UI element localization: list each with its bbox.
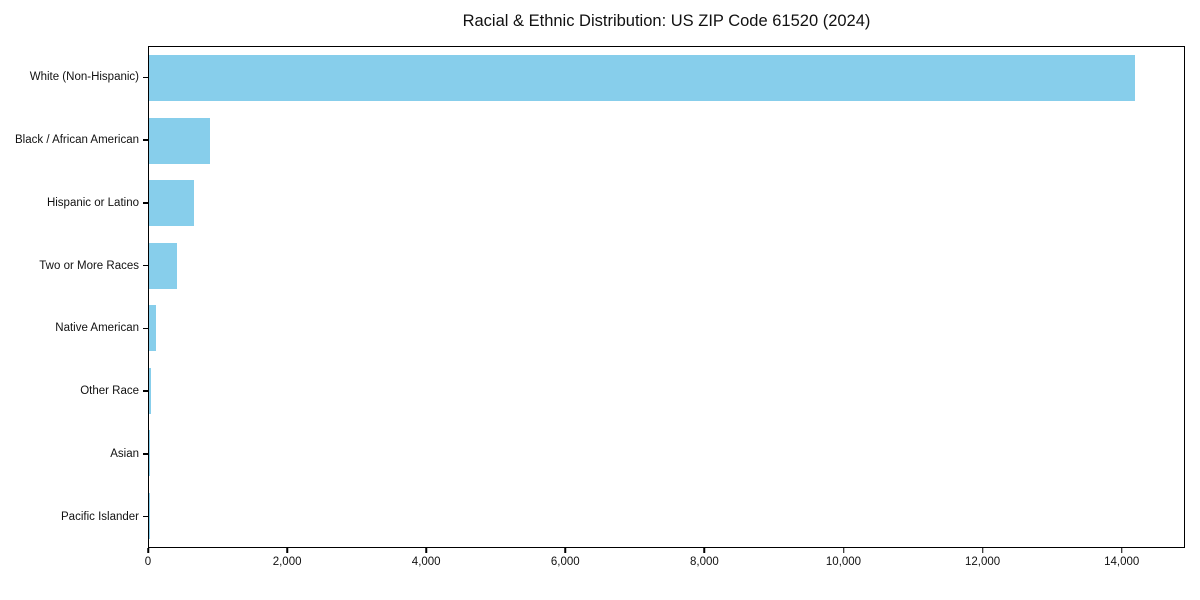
bar-white-non-hispanic [149, 55, 1135, 102]
y-tick-label-asian: Asian [110, 447, 139, 460]
x-tick-mark [1120, 548, 1123, 553]
y-tick-label-hispanic-or-latino: Hispanic or Latino [46, 196, 139, 209]
x-tick-label: 10,000 [825, 556, 862, 568]
y-tick-mark [143, 515, 148, 518]
y-tick-label-white-non-hispanic: White (Non-Hispanic) [29, 71, 139, 84]
bar-row [149, 235, 1184, 298]
y-tick-mark [143, 202, 148, 204]
y-tick-mark [143, 264, 148, 267]
x-tick-mark [703, 548, 706, 553]
y-tick-mark [143, 390, 148, 392]
x-tick-mark [425, 548, 427, 553]
x-tick-label: 12,000 [965, 556, 1001, 568]
y-tick-row: Native American [0, 297, 148, 360]
y-tick-mark [143, 139, 148, 141]
y-tick-mark [143, 76, 148, 79]
y-tick-mark [143, 453, 148, 455]
bar-asian [149, 430, 151, 477]
y-tick-label-other-race: Other Race [80, 385, 139, 398]
bar-row [149, 110, 1184, 173]
x-tick-label: 8,000 [690, 556, 719, 568]
y-tick-label-native-american: Native American [55, 322, 139, 335]
bar-row [149, 422, 1184, 485]
bar-row [149, 485, 1184, 548]
bar-other-race [149, 367, 151, 414]
bar-row [149, 360, 1184, 423]
y-tick-row: Hispanic or Latino [0, 172, 148, 235]
x-axis: 0 2,000 4,000 6,000 8,000 10,000 12,000 14,000 [144, 548, 1185, 588]
x-tick-mark [147, 548, 149, 553]
bar-black-african-american [149, 117, 210, 164]
y-tick-label-black-african-american: Black / African American [15, 134, 139, 147]
bar-row [149, 172, 1184, 235]
bar-native-american [149, 305, 156, 352]
y-tick-row: Two or More Races [0, 234, 148, 297]
x-tick-mark [286, 548, 288, 553]
plot-area [148, 46, 1185, 548]
y-tick-row: Asian [0, 423, 148, 486]
y-axis: White (Non-Hispanic) Black / African Amer… [0, 46, 148, 548]
y-tick-label-two-or-more-races: Two or More Races [39, 259, 139, 272]
x-tick-mark [842, 548, 845, 553]
x-tick-label: 2,000 [272, 556, 302, 568]
chart-title: Racial & Ethnic Distribution: US ZIP Cod… [462, 12, 871, 30]
y-tick-mark [143, 327, 148, 330]
y-tick-label-pacific-islander: Pacific Islander [61, 510, 139, 523]
y-tick-row: Other Race [0, 360, 148, 423]
x-tick-label: 0 [144, 556, 152, 568]
x-tick-mark [564, 548, 567, 553]
y-tick-row: Pacific Islander [0, 485, 148, 548]
bar-hispanic-or-latino [149, 180, 195, 227]
x-tick-label: 4,000 [411, 556, 441, 568]
bar-row [149, 47, 1184, 110]
x-tick-label: 6,000 [550, 556, 580, 568]
x-tick-mark [981, 548, 984, 553]
bar-row [149, 297, 1184, 360]
y-tick-row: Black / African American [0, 109, 148, 172]
bar-two-or-more-races [149, 242, 177, 289]
x-tick-label: 14,000 [1104, 556, 1140, 568]
y-tick-row: White (Non-Hispanic) [0, 46, 148, 109]
